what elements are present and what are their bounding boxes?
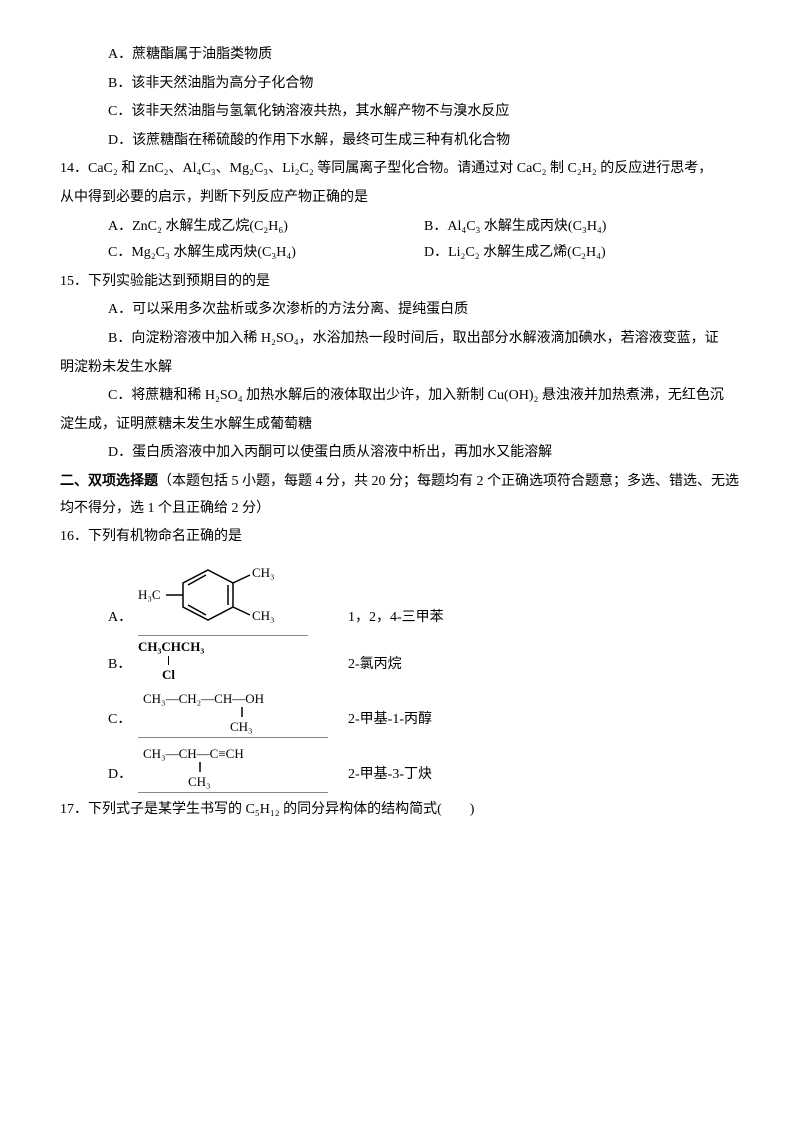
svg-text:CH₃: CH₃ [188, 774, 211, 789]
q15-option-d: D．蛋白质溶液中加入丙酮可以使蛋白质从溶液中析出，再加水又能溶解 [60, 440, 740, 467]
svg-text:H₃C: H₃C [138, 587, 161, 602]
q16-c-structure: CH₃—CH₂—CH—OH CH₃ [138, 687, 348, 738]
q15-option-b-line1: B．向淀粉溶液中加入稀 H₂SO₄，水浴加热一段时间后，取出部分水解液滴加碘水，… [60, 326, 740, 353]
q16-a-name: 1，2，4-三甲苯 [348, 605, 444, 636]
q16-c-label: C． [108, 707, 138, 738]
q16-d-label: D． [108, 762, 138, 793]
q16-option-a-row: A． CH₃ CH₃ H₃C 1，2，4-三甲苯 [60, 555, 740, 636]
section-2-title: 二、双项选择题（本题包括 5 小题，每题 4 分，共 20 分；每题均有 2 个… [60, 469, 740, 522]
trimethylbenzene-icon: CH₃ CH₃ H₃C [138, 555, 308, 633]
q16-option-d-row: D． CH₃—CH—C≡CH CH₃ 2-甲基-3-丁炔 [60, 742, 740, 793]
q13-option-d: D．该蔗糖酯在稀硫酸的作用下水解，最终可生成三种有机化合物 [60, 128, 740, 155]
q16-b-formula-top: CH₃CHCH₃ [138, 640, 204, 654]
q14-option-b: B．Al₄C₃ 水解生成丙炔(C₃H₄) [424, 214, 740, 241]
svg-text:CH₃—CH₂—CH—OH: CH₃—CH₂—CH—OH [143, 691, 264, 706]
q14-options-row1: A．ZnC₂ 水解生成乙烷(C₂H₆) B．Al₄C₃ 水解生成丙炔(C₃H₄) [60, 214, 740, 241]
q13-option-b: B．该非天然油脂为高分子化合物 [60, 71, 740, 98]
q16-b-formula-bot: Cl [138, 668, 204, 682]
q14-option-a: A．ZnC₂ 水解生成乙烷(C₂H₆) [108, 214, 424, 241]
svg-text:CH₃—CH—C≡CH: CH₃—CH—C≡CH [143, 746, 244, 761]
q16-b-name: 2-氯丙烷 [348, 652, 402, 683]
q13-option-a: A．蔗糖酯属于油脂类物质 [60, 42, 740, 69]
svg-text:CH₃: CH₃ [252, 608, 275, 623]
section-2-title-label: 二、双项选择题 [60, 474, 158, 489]
q13-option-c: C．该非天然油脂与氢氧化钠溶液共热，其水解产物不与溴水反应 [60, 99, 740, 126]
q15-option-a: A．可以采用多次盐析或多次渗析的方法分离、提纯蛋白质 [60, 297, 740, 324]
q15-stem: 15．下列实验能达到预期目的的是 [60, 269, 740, 296]
q16-d-structure: CH₃—CH—C≡CH CH₃ [138, 742, 348, 793]
q16-option-b-row: B． CH₃CHCH₃ Cl 2-氯丙烷 [60, 640, 740, 683]
q15-option-c-line2: 淀生成，证明蔗糖未发生水解生成葡萄糖 [60, 412, 740, 439]
q14-stem-line1: 14．CaC₂ 和 ZnC₂、Al₄C₃、Mg₂C₃、Li₂C₂ 等同属离子型化… [60, 156, 740, 183]
q17-stem: 17．下列式子是某学生书写的 C₅H₁₂ 的同分异构体的结构简式( ) [60, 797, 740, 824]
methylbutyne-icon: CH₃—CH—C≡CH CH₃ [138, 742, 328, 790]
q16-d-name: 2-甲基-3-丁炔 [348, 762, 432, 793]
q16-a-structure: CH₃ CH₃ H₃C [138, 555, 348, 636]
section-2-title-desc: （本题包括 5 小题，每题 4 分，共 20 分；每题均有 2 个正确选项符合题… [60, 474, 739, 516]
svg-text:CH₃: CH₃ [230, 719, 253, 734]
q14-option-c: C．Mg₂C₃ 水解生成丙炔(C₃H₄) [108, 240, 424, 267]
document-page: A．蔗糖酯属于油脂类物质 B．该非天然油脂为高分子化合物 C．该非天然油脂与氢氧… [0, 0, 800, 865]
q14-options-row2: C．Mg₂C₃ 水解生成丙炔(C₃H₄) D．Li₂C₂ 水解生成乙烯(C₂H₄… [60, 240, 740, 267]
q16-b-structure: CH₃CHCH₃ Cl [138, 640, 348, 683]
q15-option-c-line1: C．将蔗糖和稀 H₂SO₄ 加热水解后的液体取出少许，加入新制 Cu(OH)₂ … [60, 383, 740, 410]
q16-c-name: 2-甲基-1-丙醇 [348, 707, 432, 738]
q16-b-label: B． [108, 652, 138, 683]
q14-stem-line2: 从中得到必要的启示，判断下列反应产物正确的是 [60, 185, 740, 212]
q16-option-c-row: C． CH₃—CH₂—CH—OH CH₃ 2-甲基-1-丙醇 [60, 687, 740, 738]
q15-option-b-line2: 明淀粉未发生水解 [60, 355, 740, 382]
q14-option-d: D．Li₂C₂ 水解生成乙烯(C₂H₄) [424, 240, 740, 267]
q16-a-label: A． [108, 605, 138, 636]
methylpropanol-icon: CH₃—CH₂—CH—OH CH₃ [138, 687, 328, 735]
svg-text:CH₃: CH₃ [252, 565, 275, 580]
q16-stem: 16．下列有机物命名正确的是 [60, 524, 740, 551]
